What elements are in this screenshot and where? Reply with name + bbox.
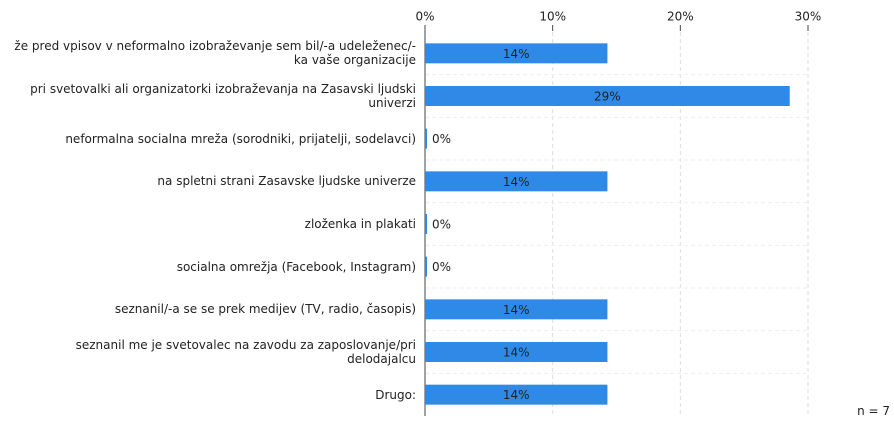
x-tick-label: 30%	[795, 10, 822, 24]
data-label: 0%	[432, 218, 451, 232]
category-label: neformalna socialna mreža (sorodniki, pr…	[65, 131, 416, 146]
annotation: n = 7	[857, 404, 890, 418]
x-tick-label: 20%	[667, 10, 694, 24]
data-label: 14%	[503, 303, 530, 317]
category-label: seznanil/-a se se prek medijev (TV, radi…	[114, 302, 416, 317]
x-tick-label: 0%	[415, 10, 434, 24]
bar	[425, 214, 427, 234]
data-label: 0%	[432, 260, 451, 274]
data-label: 14%	[503, 175, 530, 189]
bar	[425, 128, 427, 149]
x-tick-label: 10%	[539, 10, 566, 24]
bar	[425, 86, 790, 106]
category-label: že pred vpisov v neformalno izobraževanj…	[14, 39, 416, 68]
category-label: zloženka in plakati	[304, 217, 416, 231]
data-label: 14%	[503, 47, 530, 61]
bar	[425, 384, 608, 405]
bar	[425, 43, 608, 64]
data-label: 0%	[432, 132, 451, 146]
category-label: seznanil me je svetovalec na zavodu za z…	[75, 338, 416, 366]
category-label: Drugo:	[375, 387, 416, 402]
bar	[425, 256, 427, 277]
data-label: 14%	[503, 388, 530, 402]
data-label: 14%	[503, 346, 530, 360]
category-label: socialna omrežja (Facebook, Instagram)	[176, 259, 416, 274]
category-label: na spletni strani Zasavske ljudske unive…	[157, 174, 416, 189]
bar	[425, 299, 608, 320]
data-label: 29%	[594, 90, 621, 104]
bar	[425, 171, 608, 192]
category-label: pri svetovalki ali organizatorki izobraž…	[30, 82, 416, 110]
bar	[425, 342, 608, 362]
